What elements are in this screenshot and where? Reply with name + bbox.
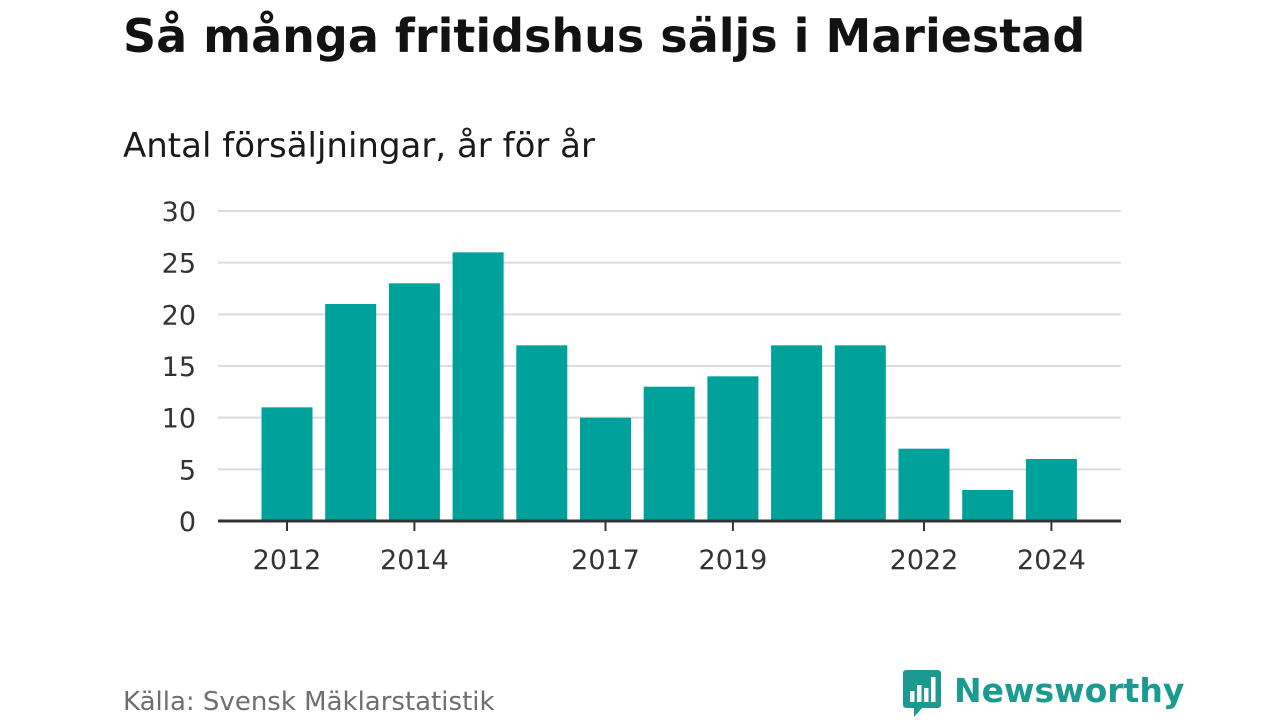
bar-2021 xyxy=(834,345,886,521)
bar-chart-speech-bubble-icon xyxy=(903,670,941,717)
y-tick-label: 30 xyxy=(162,197,196,228)
x-tick-label: 2017 xyxy=(571,545,640,576)
y-tick-label: 5 xyxy=(179,455,196,486)
y-axis-tick-labels: 0 5 10 15 20 25 30 xyxy=(162,197,196,538)
x-tick-label: 2014 xyxy=(380,545,449,576)
x-axis xyxy=(218,519,1121,531)
bar-chart: 0 5 10 15 20 25 30 2012 2014 2017 2019 2022 2024 xyxy=(162,197,1121,576)
bar-2019 xyxy=(707,376,759,521)
bar-2022 xyxy=(898,448,950,521)
bar-2012 xyxy=(261,407,313,521)
y-tick-label: 20 xyxy=(162,300,196,331)
bar-2024 xyxy=(1025,459,1077,521)
bar-2015 xyxy=(452,252,504,522)
y-tick-label: 25 xyxy=(162,249,196,280)
source-note: Källa: Svensk Mäklarstatistik xyxy=(123,687,495,717)
y-tick-label: 15 xyxy=(162,352,196,383)
bar-2023 xyxy=(962,490,1014,521)
x-tick-label: 2012 xyxy=(253,545,322,576)
x-tick-label: 2022 xyxy=(890,545,959,576)
chart-subtitle: Antal försäljningar, år för år xyxy=(123,126,595,166)
x-tick-label: 2024 xyxy=(1017,545,1086,576)
newsworthy-logo: Newsworthy xyxy=(902,668,1184,720)
bar-2018 xyxy=(643,386,695,521)
bar-2017 xyxy=(580,417,631,521)
y-tick-label: 0 xyxy=(179,507,196,538)
bar-2016 xyxy=(516,345,568,521)
x-axis-tick-labels: 2012 2014 2017 2019 2022 2024 xyxy=(253,545,1086,576)
chart-title: Så många fritidshus säljs i Mariestad xyxy=(123,9,1086,63)
logo-text: Newsworthy xyxy=(954,671,1185,710)
bars xyxy=(261,252,1077,522)
bar-2013 xyxy=(325,304,377,521)
bar-2014 xyxy=(388,283,440,521)
bar-2020 xyxy=(771,345,823,521)
y-tick-label: 10 xyxy=(162,404,196,435)
x-tick-label: 2019 xyxy=(699,545,768,576)
